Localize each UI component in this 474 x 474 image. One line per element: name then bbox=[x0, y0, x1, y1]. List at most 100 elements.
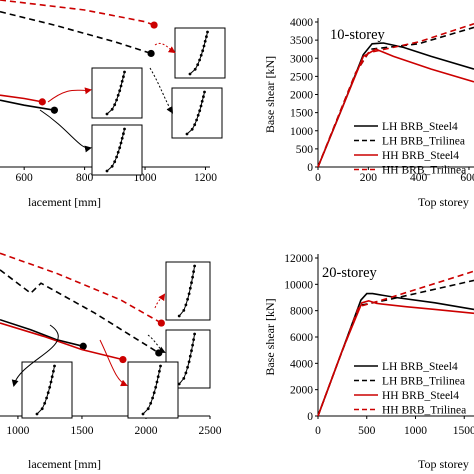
floor-node-marker bbox=[193, 67, 197, 71]
floor-node-marker bbox=[177, 314, 181, 318]
x-axis-label: Top storey bbox=[418, 457, 469, 471]
legend-label: HH BRB_Trilinea bbox=[382, 165, 466, 177]
deformed-shape-inset bbox=[165, 261, 211, 321]
floor-node-marker bbox=[206, 30, 209, 34]
series-line-2 bbox=[0, 269, 160, 354]
panel-title: 10-storey bbox=[330, 27, 386, 43]
panel-bottom-right-20-storey: 0 500 1000 1500 0 2000 4000 6000 8000 10000 12000 B… bbox=[263, 253, 474, 471]
legend-label: LH BRB_Trilinea bbox=[382, 376, 465, 388]
collapse-point-marker bbox=[147, 49, 155, 58]
floor-node-marker bbox=[193, 123, 197, 127]
x-axis-label: Top storey bbox=[418, 195, 469, 209]
floor-node-marker bbox=[195, 118, 199, 122]
pointer-arrow bbox=[39, 109, 92, 153]
x-axis-label: lacement [mm] bbox=[28, 457, 101, 471]
floor-node-marker bbox=[48, 385, 52, 389]
collapse-point-marker bbox=[38, 98, 46, 106]
x-tick-label: 200 bbox=[360, 172, 378, 184]
deformed-shape-inset bbox=[174, 27, 226, 79]
floor-node-marker bbox=[202, 95, 205, 99]
floor-node-marker bbox=[184, 371, 188, 375]
floor-node-marker bbox=[115, 98, 118, 102]
y-tick-label: 0 bbox=[307, 411, 313, 423]
floor-node-marker bbox=[152, 391, 156, 395]
collapse-point-marker bbox=[79, 342, 87, 350]
floor-node-marker bbox=[113, 160, 117, 164]
series-line-0 bbox=[0, 99, 55, 111]
panel-title: 20-storey bbox=[322, 265, 378, 281]
floor-node-marker bbox=[149, 401, 153, 405]
pointer-arrow bbox=[154, 293, 166, 309]
floor-node-marker bbox=[205, 35, 208, 39]
floor-node-marker bbox=[40, 407, 44, 411]
floor-node-marker bbox=[156, 375, 160, 379]
floor-node-marker bbox=[190, 127, 194, 131]
floor-node-marker bbox=[45, 396, 48, 400]
floor-node-marker bbox=[116, 93, 120, 97]
series-line-2 bbox=[317, 48, 474, 168]
floor-node-marker bbox=[110, 164, 114, 168]
floor-node-marker bbox=[123, 70, 126, 74]
y-tick-label: 12000 bbox=[284, 253, 313, 265]
y-tick-label: 2000 bbox=[290, 385, 313, 397]
y-tick-label: 500 bbox=[296, 144, 314, 156]
floor-node-marker bbox=[146, 407, 150, 411]
floor-node-marker bbox=[182, 309, 186, 312]
floor-node-marker bbox=[193, 264, 197, 268]
y-tick-label: 1000 bbox=[290, 126, 313, 138]
x-tick-label: 1000 bbox=[404, 425, 427, 437]
floor-node-marker bbox=[46, 391, 50, 395]
collapse-point-marker bbox=[50, 106, 58, 114]
deformed-shape-inset bbox=[21, 361, 73, 419]
y-tick-label: 4000 bbox=[290, 17, 313, 29]
panel-top-right-10-storey: 0 200 400 600 0 500 1000 1500 2000 2500 3000 3500 40… bbox=[263, 17, 474, 209]
x-tick-label: 1200 bbox=[194, 172, 217, 184]
floor-node-marker bbox=[105, 112, 109, 116]
floor-node-marker bbox=[53, 364, 56, 368]
deformed-shape-curve bbox=[106, 128, 125, 172]
collapse-point-marker bbox=[150, 21, 158, 29]
x-axis-label: lacement [mm] bbox=[28, 195, 101, 209]
floor-node-marker bbox=[105, 169, 109, 173]
y-tick-label: 2500 bbox=[290, 71, 313, 83]
floor-node-marker bbox=[196, 113, 200, 117]
x-tick-label: 0 bbox=[315, 172, 321, 184]
pointer-arrow bbox=[11, 324, 59, 387]
series-line-3 bbox=[0, 252, 162, 324]
y-tick-label: 4000 bbox=[290, 358, 313, 370]
floor-node-marker bbox=[203, 90, 206, 94]
pointer-arrow bbox=[47, 87, 92, 103]
floor-node-marker bbox=[182, 377, 186, 380]
deformed-shape-curve bbox=[178, 265, 196, 317]
deformed-shape-inset bbox=[171, 87, 223, 139]
floor-node-marker bbox=[118, 89, 122, 93]
legend-label: LH BRB_Trilinea bbox=[382, 136, 465, 148]
y-tick-label: 3500 bbox=[290, 35, 313, 47]
floor-node-marker bbox=[154, 385, 158, 389]
floor-node-marker bbox=[184, 303, 188, 307]
y-tick-label: 0 bbox=[307, 162, 313, 174]
pointer-arrow bbox=[149, 67, 174, 114]
deformed-shape-inset bbox=[127, 361, 179, 419]
floor-node-marker bbox=[155, 380, 159, 384]
y-tick-label: 3000 bbox=[290, 53, 313, 65]
floor-node-marker bbox=[115, 155, 118, 159]
floor-node-marker bbox=[196, 63, 200, 67]
x-tick-label: 1000 bbox=[6, 425, 29, 437]
deformed-shape-curve bbox=[189, 31, 208, 75]
collapse-point-marker bbox=[119, 355, 127, 364]
deformed-shape-curve bbox=[186, 91, 205, 135]
deformed-shape-curve bbox=[142, 365, 161, 415]
floor-node-marker bbox=[122, 132, 125, 136]
floor-node-marker bbox=[120, 136, 124, 140]
floor-node-marker bbox=[122, 75, 125, 79]
deformed-shape-curve bbox=[106, 71, 125, 115]
x-tick-label: 600 bbox=[460, 172, 474, 184]
floor-node-marker bbox=[159, 364, 162, 368]
floor-node-marker bbox=[35, 412, 39, 416]
legend-label: HH BRB_Trilinea bbox=[382, 405, 466, 417]
floor-node-marker bbox=[119, 141, 123, 145]
floor-node-marker bbox=[119, 84, 123, 88]
floor-node-marker bbox=[151, 396, 155, 400]
